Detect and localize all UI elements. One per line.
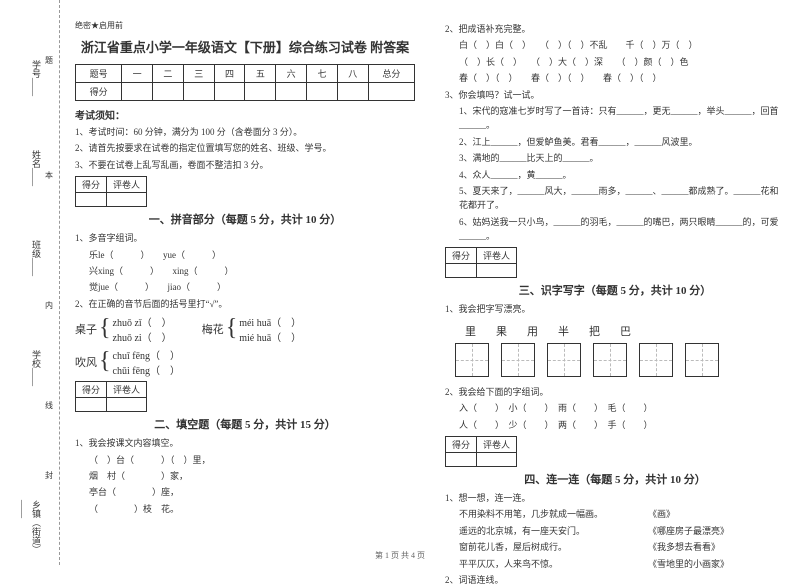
q2-3-row: 6、姑妈送我一只小鸟，______的羽毛，______的嘴巴，两只眼睛_____…: [459, 215, 785, 244]
score-header-row: 题号 一 二 三 四 五 六 七 八 总分: [76, 65, 415, 83]
section-3-title: 三、识字写字（每题 5 分，共计 10 分）: [445, 282, 785, 298]
q4-1-row: 不用染料不用笔，几步就成一幅画。 《画》: [459, 507, 785, 521]
q2-2-row: （ ）长（ ） （ ）大（ ）深 （ ）颜（ ）色: [459, 55, 785, 69]
grader-table: 得分评卷人: [445, 436, 517, 467]
q2-2-row: 春（ ）（ ） 春（ ）（ ） 春（ ）（ ）: [459, 71, 785, 85]
notice-item: 1、考试时间：60 分钟，满分为 100 分（含卷面分 3 分）。: [75, 125, 415, 139]
q2-1-row: （ ）台（ ）（ ）里，: [89, 453, 415, 467]
brace-group-1: 桌子 { zhuō zǐ（ ）zhuō zi（ ） 梅花 { méi huā（ …: [75, 314, 415, 344]
char-box: [639, 343, 673, 377]
q2-3-row: 5、夏天来了，______风大，______雨多，______、______都成…: [459, 184, 785, 213]
margin-mark: 封: [45, 470, 53, 481]
margin-mark: 内: [45, 300, 53, 311]
exam-title: 浙江省重点小学一年级语文【下册】综合练习试卷 附答案: [75, 37, 415, 56]
brace-label: 桌子: [75, 321, 97, 337]
brace-icon: {: [99, 318, 111, 340]
notice-item: 2、请首先按要求在试卷的指定位置填写您的姓名、班级、学号。: [75, 141, 415, 155]
q2-1-row: 烟 村（ ）家，: [89, 469, 415, 483]
q1-1: 1、多音字组词。: [75, 231, 415, 245]
section-4-title: 四、连一连（每题 5 分，共计 10 分）: [445, 471, 785, 487]
brace-icon: {: [226, 318, 238, 340]
brace-group-2: 吹风 { chuī fēng（ ）chūi fēng（ ）: [75, 347, 415, 377]
q2-2: 2、把成语补充完整。: [445, 22, 785, 36]
right-column: 2、把成语补充完整。 白（ ）白（ ） （ ）（ ）不乱 千（ ）万（ ） （ …: [430, 0, 800, 565]
q2-1-row: 亭台（ ）座，: [89, 485, 415, 499]
char-box: [593, 343, 627, 377]
q3-2: 2、我会给下面的字组词。: [445, 385, 785, 399]
q2-3-row: 1、宋代的寇准七岁时写了一首诗：只有______，更无______，举头____…: [459, 104, 785, 133]
char-box: [501, 343, 535, 377]
grader-table: 得分评卷人: [75, 176, 147, 207]
margin-label-class: 班级____: [30, 240, 43, 276]
brace-label: 梅花: [202, 321, 224, 337]
left-column: 绝密★启用前 浙江省重点小学一年级语文【下册】综合练习试卷 附答案 题号 一 二…: [60, 0, 430, 565]
margin-label-id: 学号____: [30, 60, 43, 96]
char-box: [547, 343, 581, 377]
margin-mark: 题: [45, 55, 53, 66]
q3-2-row: 入（ ） 小（ ） 雨（ ） 毛（ ）: [459, 401, 785, 415]
q3-1: 1、我会把字写漂亮。: [445, 302, 785, 316]
section-2-title: 二、填空题（每题 5 分，共计 15 分）: [75, 416, 415, 432]
margin-mark: 本: [45, 170, 53, 181]
margin-label-name: 姓名____: [30, 150, 43, 186]
binding-margin: 学号____ 姓名____ 班级____ 学校____ 乡镇（街道）____ 题…: [0, 0, 60, 565]
q1-2: 2、在正确的音节后面的括号里打“√”。: [75, 297, 415, 311]
char-boxes: [445, 343, 785, 377]
q4-2: 2、词语连线。: [445, 573, 785, 587]
q1-1-row: 兴xing（ ） xing（ ）: [89, 264, 415, 278]
q4-1: 1、想一想，连一连。: [445, 491, 785, 505]
q2-3: 3、你会填吗？试一试。: [445, 88, 785, 102]
section-1-title: 一、拼音部分（每题 5 分，共计 10 分）: [75, 211, 415, 227]
brace-label: 吹风: [75, 354, 97, 370]
grader-table: 得分评卷人: [445, 247, 517, 278]
q1-1-row: 觉jue（ ） jiao（ ）: [89, 280, 415, 294]
grader-table: 得分评卷人: [75, 381, 147, 412]
brace-icon: {: [99, 351, 111, 373]
q3-2-row: 人（ ） 少（ ） 两（ ） 手（ ）: [459, 418, 785, 432]
char-box: [685, 343, 719, 377]
q2-2-row: 白（ ）白（ ） （ ）（ ）不乱 千（ ）万（ ）: [459, 38, 785, 52]
q2-3-row: 4、众人______，黄______。: [459, 168, 785, 182]
q2-1: 1、我会按课文内容填空。: [75, 436, 415, 450]
score-table: 题号 一 二 三 四 五 六 七 八 总分 得分: [75, 64, 415, 101]
q1-1-row: 乐le（ ） yue（ ）: [89, 248, 415, 262]
notice-item: 3、不要在试卷上乱写乱画，卷面不整洁扣 3 分。: [75, 158, 415, 172]
char-labels: 里 果 用 半 把 巴: [445, 323, 785, 339]
char-box: [455, 343, 489, 377]
q2-1-row: （ ）枝 花。: [89, 502, 415, 516]
secret-mark: 绝密★启用前: [75, 20, 415, 31]
margin-mark: 线: [45, 400, 53, 411]
notice-head: 考试须知：: [75, 107, 415, 122]
page-footer: 第 1 页 共 4 页: [0, 550, 800, 561]
q2-3-row: 3、满地的______比天上的______。: [459, 151, 785, 165]
margin-label-school: 学校____: [30, 350, 43, 386]
score-value-row: 得分: [76, 83, 415, 101]
q4-1-row: 遥远的北京城，有一座天安门。 《哪座房子最漂亮》: [459, 524, 785, 538]
q2-3-row: 2、江上______，但爱鲈鱼美。君看______，______风波里。: [459, 135, 785, 149]
